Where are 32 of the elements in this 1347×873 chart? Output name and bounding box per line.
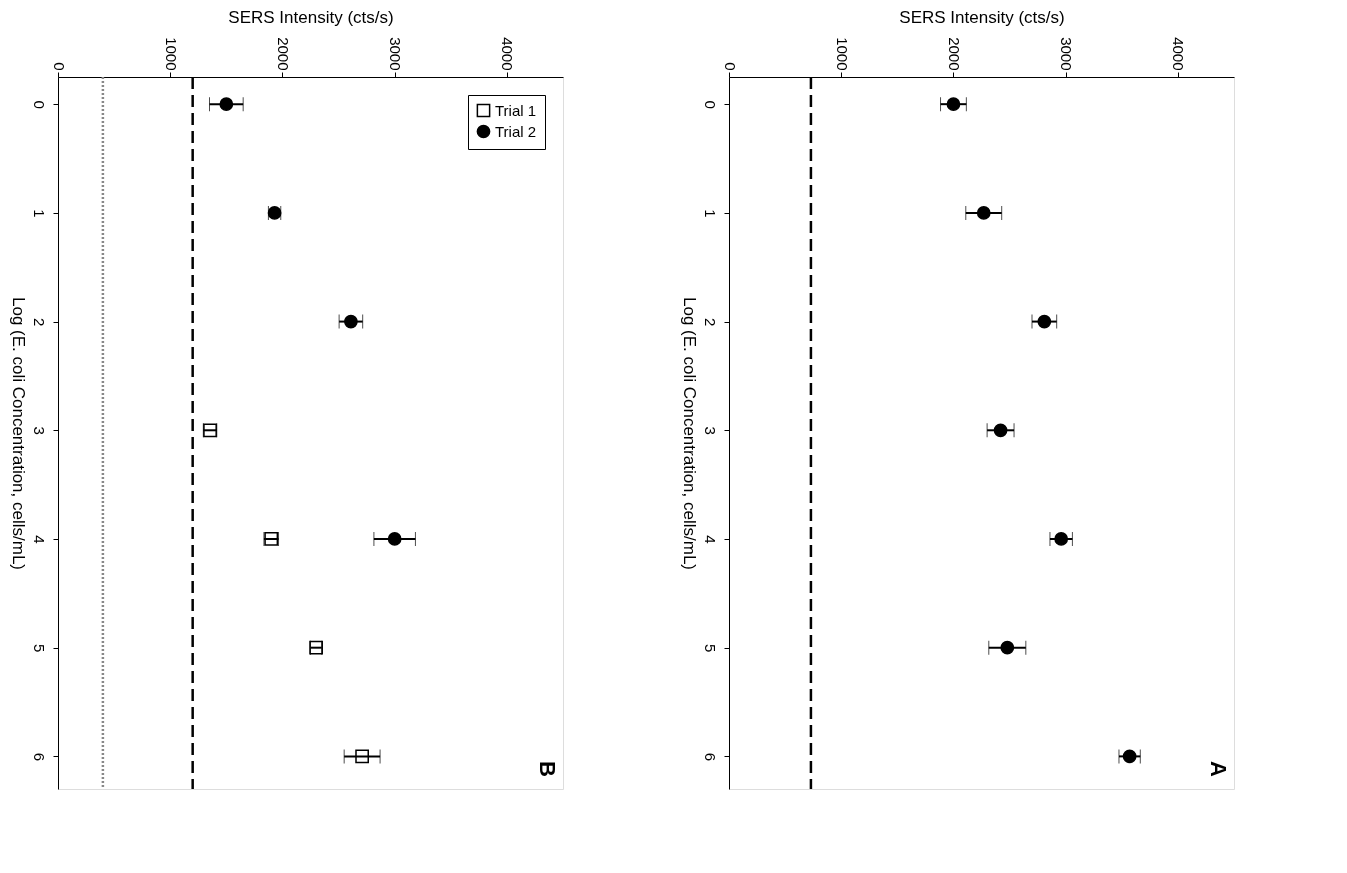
x-axis-title: SERS Intensity (cts/s) — [899, 8, 1065, 28]
x-tick-label: 4000 — [499, 37, 517, 71]
y-tick-label: 6 — [30, 752, 48, 762]
x-tick-label: 3000 — [387, 37, 405, 71]
legend-label: Trial 1 — [495, 101, 537, 119]
y-tick-label: 0 — [701, 100, 719, 109]
x-tick-label: 2000 — [945, 37, 963, 71]
y-axis-title: Log (E. coli Concentration, cells/mL) — [8, 296, 28, 571]
y-tick-label: 3 — [701, 426, 719, 435]
y-tick-label: 5 — [30, 644, 48, 653]
y-tick-label: 0 — [30, 100, 48, 109]
y-tick-label: 2 — [30, 317, 48, 327]
y-axis-title: Log (E. coli Concentration, cells/mL) — [679, 296, 699, 571]
x-tick-label: 1000 — [162, 37, 180, 71]
y-tick-label: 1 — [30, 209, 48, 218]
x-tick-label: 3000 — [1058, 37, 1076, 71]
annotation: A — [1206, 761, 1231, 778]
x-axis-title: SERS Intensity (cts/s) — [228, 8, 394, 28]
y-tick-label: 4 — [701, 535, 719, 544]
x-tick-label: 4000 — [1170, 37, 1188, 71]
y-tick-label: 6 — [701, 752, 719, 762]
legend-label: Trial 2 — [495, 122, 537, 140]
y-tick-label: 4 — [30, 535, 48, 544]
y-tick-label: 5 — [701, 644, 719, 653]
x-tick-label: 0 — [50, 62, 68, 71]
y-tick-label: 1 — [701, 209, 719, 218]
x-tick-label: 2000 — [274, 37, 292, 71]
y-tick-label: 3 — [30, 426, 48, 435]
x-tick-label: 1000 — [833, 37, 851, 71]
annotation: B — [535, 761, 560, 777]
y-tick-label: 2 — [701, 317, 719, 327]
x-tick-label: 0 — [721, 62, 739, 71]
